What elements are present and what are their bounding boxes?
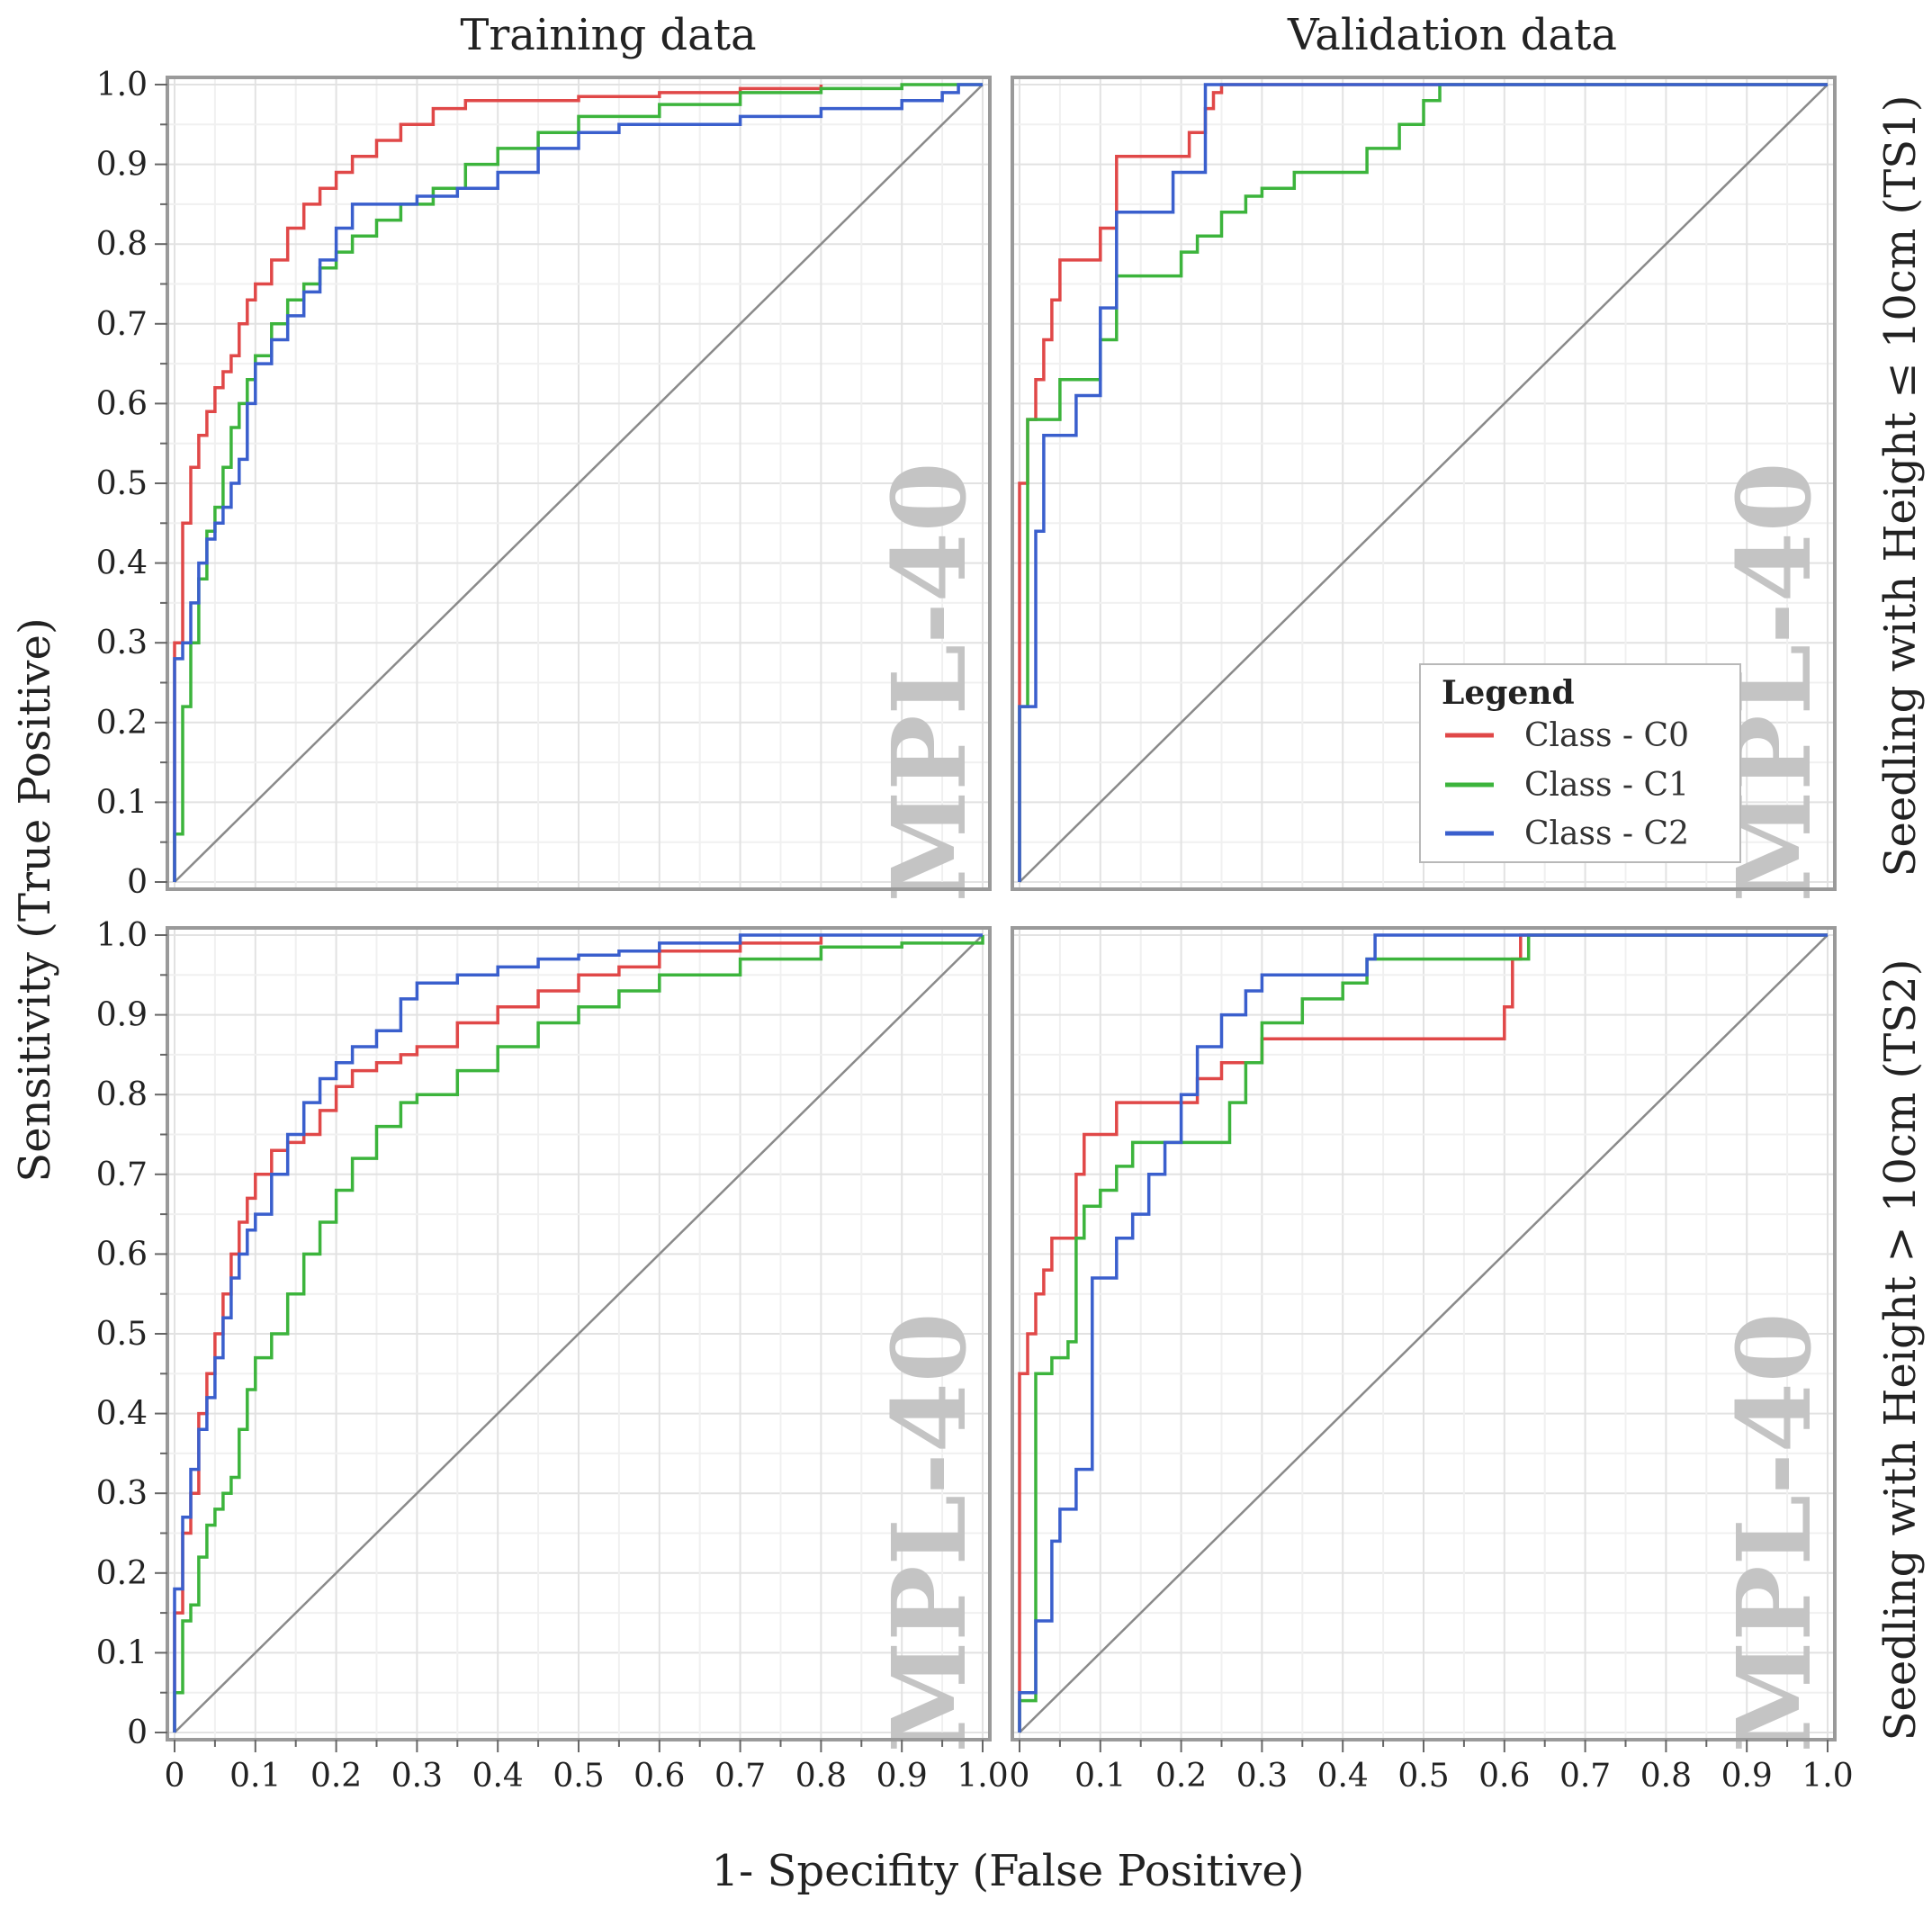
x-tick-label: 0.8 <box>795 1758 847 1795</box>
x-tick-label: 1.0 <box>957 1758 1008 1795</box>
y-tick-label: 0.9 <box>96 997 148 1034</box>
x-tick-label: 0 <box>1010 1758 1030 1795</box>
panel-ts2-training: MPL-40 0 0.1 0.2 0.3 0.4 0.5 0.6 0.7 0.8 0.9 1.0 0 0.… <box>96 917 1009 1795</box>
y-tick-label: 0.6 <box>96 385 148 422</box>
roc-curve-c0 <box>1018 83 1828 882</box>
legend-box <box>1419 663 1741 863</box>
x-tick-label: 0.5 <box>553 1758 604 1795</box>
y-tick-label: 0.1 <box>96 1634 148 1671</box>
diagonal-reference-line <box>174 934 984 1733</box>
y-tick-label: 0.1 <box>96 784 148 821</box>
watermark-text: MPL-40 <box>1716 1312 1834 1752</box>
legend: Legend Class - C0 Class - C1 Class - C2 <box>1419 663 1741 863</box>
y-tick-label: 0.6 <box>96 1236 148 1273</box>
roc-curve-c2 <box>1018 83 1828 882</box>
x-tick-label: 0.9 <box>1721 1758 1773 1795</box>
y-tick-label: 0 <box>127 1714 148 1751</box>
roc-curve-c0 <box>1018 933 1828 1732</box>
panel-ts1-training: MPL-40 0 0.1 0.2 0.3 0.4 0.5 0.6 0.7 0.8 0.9 1.0 <box>96 67 992 903</box>
x-tick-label: 0.2 <box>1155 1758 1207 1795</box>
diagonal-reference-line <box>1019 84 1829 883</box>
diagonal-reference-line <box>174 84 984 883</box>
y-tick-label: 1.0 <box>96 917 148 954</box>
y-tick-label: 0.2 <box>96 1555 148 1592</box>
y-tick-label: 0.4 <box>96 1396 148 1433</box>
x-axis-title: 1- Specifity (False Positive) <box>711 1846 1304 1896</box>
x-tick-label: 0.3 <box>1236 1758 1288 1795</box>
y-tick-label: 0.2 <box>96 705 148 742</box>
x-tick-label: 0.2 <box>310 1758 362 1795</box>
watermark-text: MPL-40 <box>871 1312 989 1752</box>
x-tick-label: 0.4 <box>472 1758 524 1795</box>
x-tick-label: 0.4 <box>1317 1758 1369 1795</box>
watermark-text: MPL-40 <box>871 462 989 902</box>
x-tick-label: 0 <box>165 1758 185 1795</box>
y-axis-title: Sensitivity (True Positive) <box>10 617 60 1182</box>
y-tick-label: 0.9 <box>96 147 148 184</box>
roc-curve-c2 <box>173 933 983 1732</box>
x-tick-label: 0.7 <box>714 1758 766 1795</box>
x-tick-label: 0.7 <box>1559 1758 1611 1795</box>
legend-title: Legend <box>1442 674 1575 712</box>
y-tick-label: 0.5 <box>96 1316 148 1353</box>
y-tick-label: 0.8 <box>96 1076 148 1113</box>
roc-curve-c0 <box>173 85 823 882</box>
roc-curve-c2 <box>1018 933 1828 1732</box>
legend-label-c0: Class - C0 <box>1524 717 1689 754</box>
y-tick-label: 0.8 <box>96 226 148 263</box>
roc-curve-c1 <box>1018 83 1828 882</box>
roc-curve-c2 <box>173 83 983 882</box>
legend-label-c2: Class - C2 <box>1524 815 1689 852</box>
y-tick-label: 0.3 <box>96 1475 148 1512</box>
y-tick-label: 0.4 <box>96 545 148 582</box>
y-tick-label: 0 <box>127 864 148 901</box>
y-tick-label: 0.7 <box>96 306 148 343</box>
panel-frame <box>1011 76 1837 891</box>
x-tick-label: 0.5 <box>1397 1758 1449 1795</box>
x-tick-label: 0.9 <box>876 1758 928 1795</box>
panels-layer: MPL-4000.10.20.30.40.50.60.70.80.91.0MPL… <box>96 67 1854 1795</box>
row-title-ts1: Seedling with Height ≤ 10cm (TS1) <box>1875 95 1926 878</box>
diagonal-reference-line <box>1019 934 1829 1733</box>
column-title-training: Training data <box>460 10 756 60</box>
x-tick-label: 0.8 <box>1640 1758 1692 1795</box>
column-title-validation: Validation data <box>1287 10 1617 60</box>
panel-ts2-validation: MPL-40 0 0.1 0.2 0.3 0.4 0.5 0.6 0.7 0.8 0.9 1.0 <box>1010 926 1854 1795</box>
y-tick-label: 1.0 <box>96 67 148 104</box>
x-tick-label: 0.6 <box>1478 1758 1530 1795</box>
y-tick-label: 0.3 <box>96 625 148 662</box>
y-tick-label: 0.5 <box>96 465 148 502</box>
roc-curve-c0 <box>173 935 823 1732</box>
x-tick-label: 0.6 <box>634 1758 685 1795</box>
legend-label-c1: Class - C1 <box>1524 767 1689 804</box>
x-tick-label: 0.1 <box>229 1758 281 1795</box>
y-tick-label: 0.7 <box>96 1156 148 1193</box>
x-tick-label: 0.3 <box>391 1758 443 1795</box>
x-tick-label: 1.0 <box>1802 1758 1853 1795</box>
x-tick-label: 0.1 <box>1074 1758 1126 1795</box>
row-title-ts2: Seedling with Height > 10cm (TS2) <box>1875 959 1926 1742</box>
roc-curve-c1 <box>173 935 984 1732</box>
